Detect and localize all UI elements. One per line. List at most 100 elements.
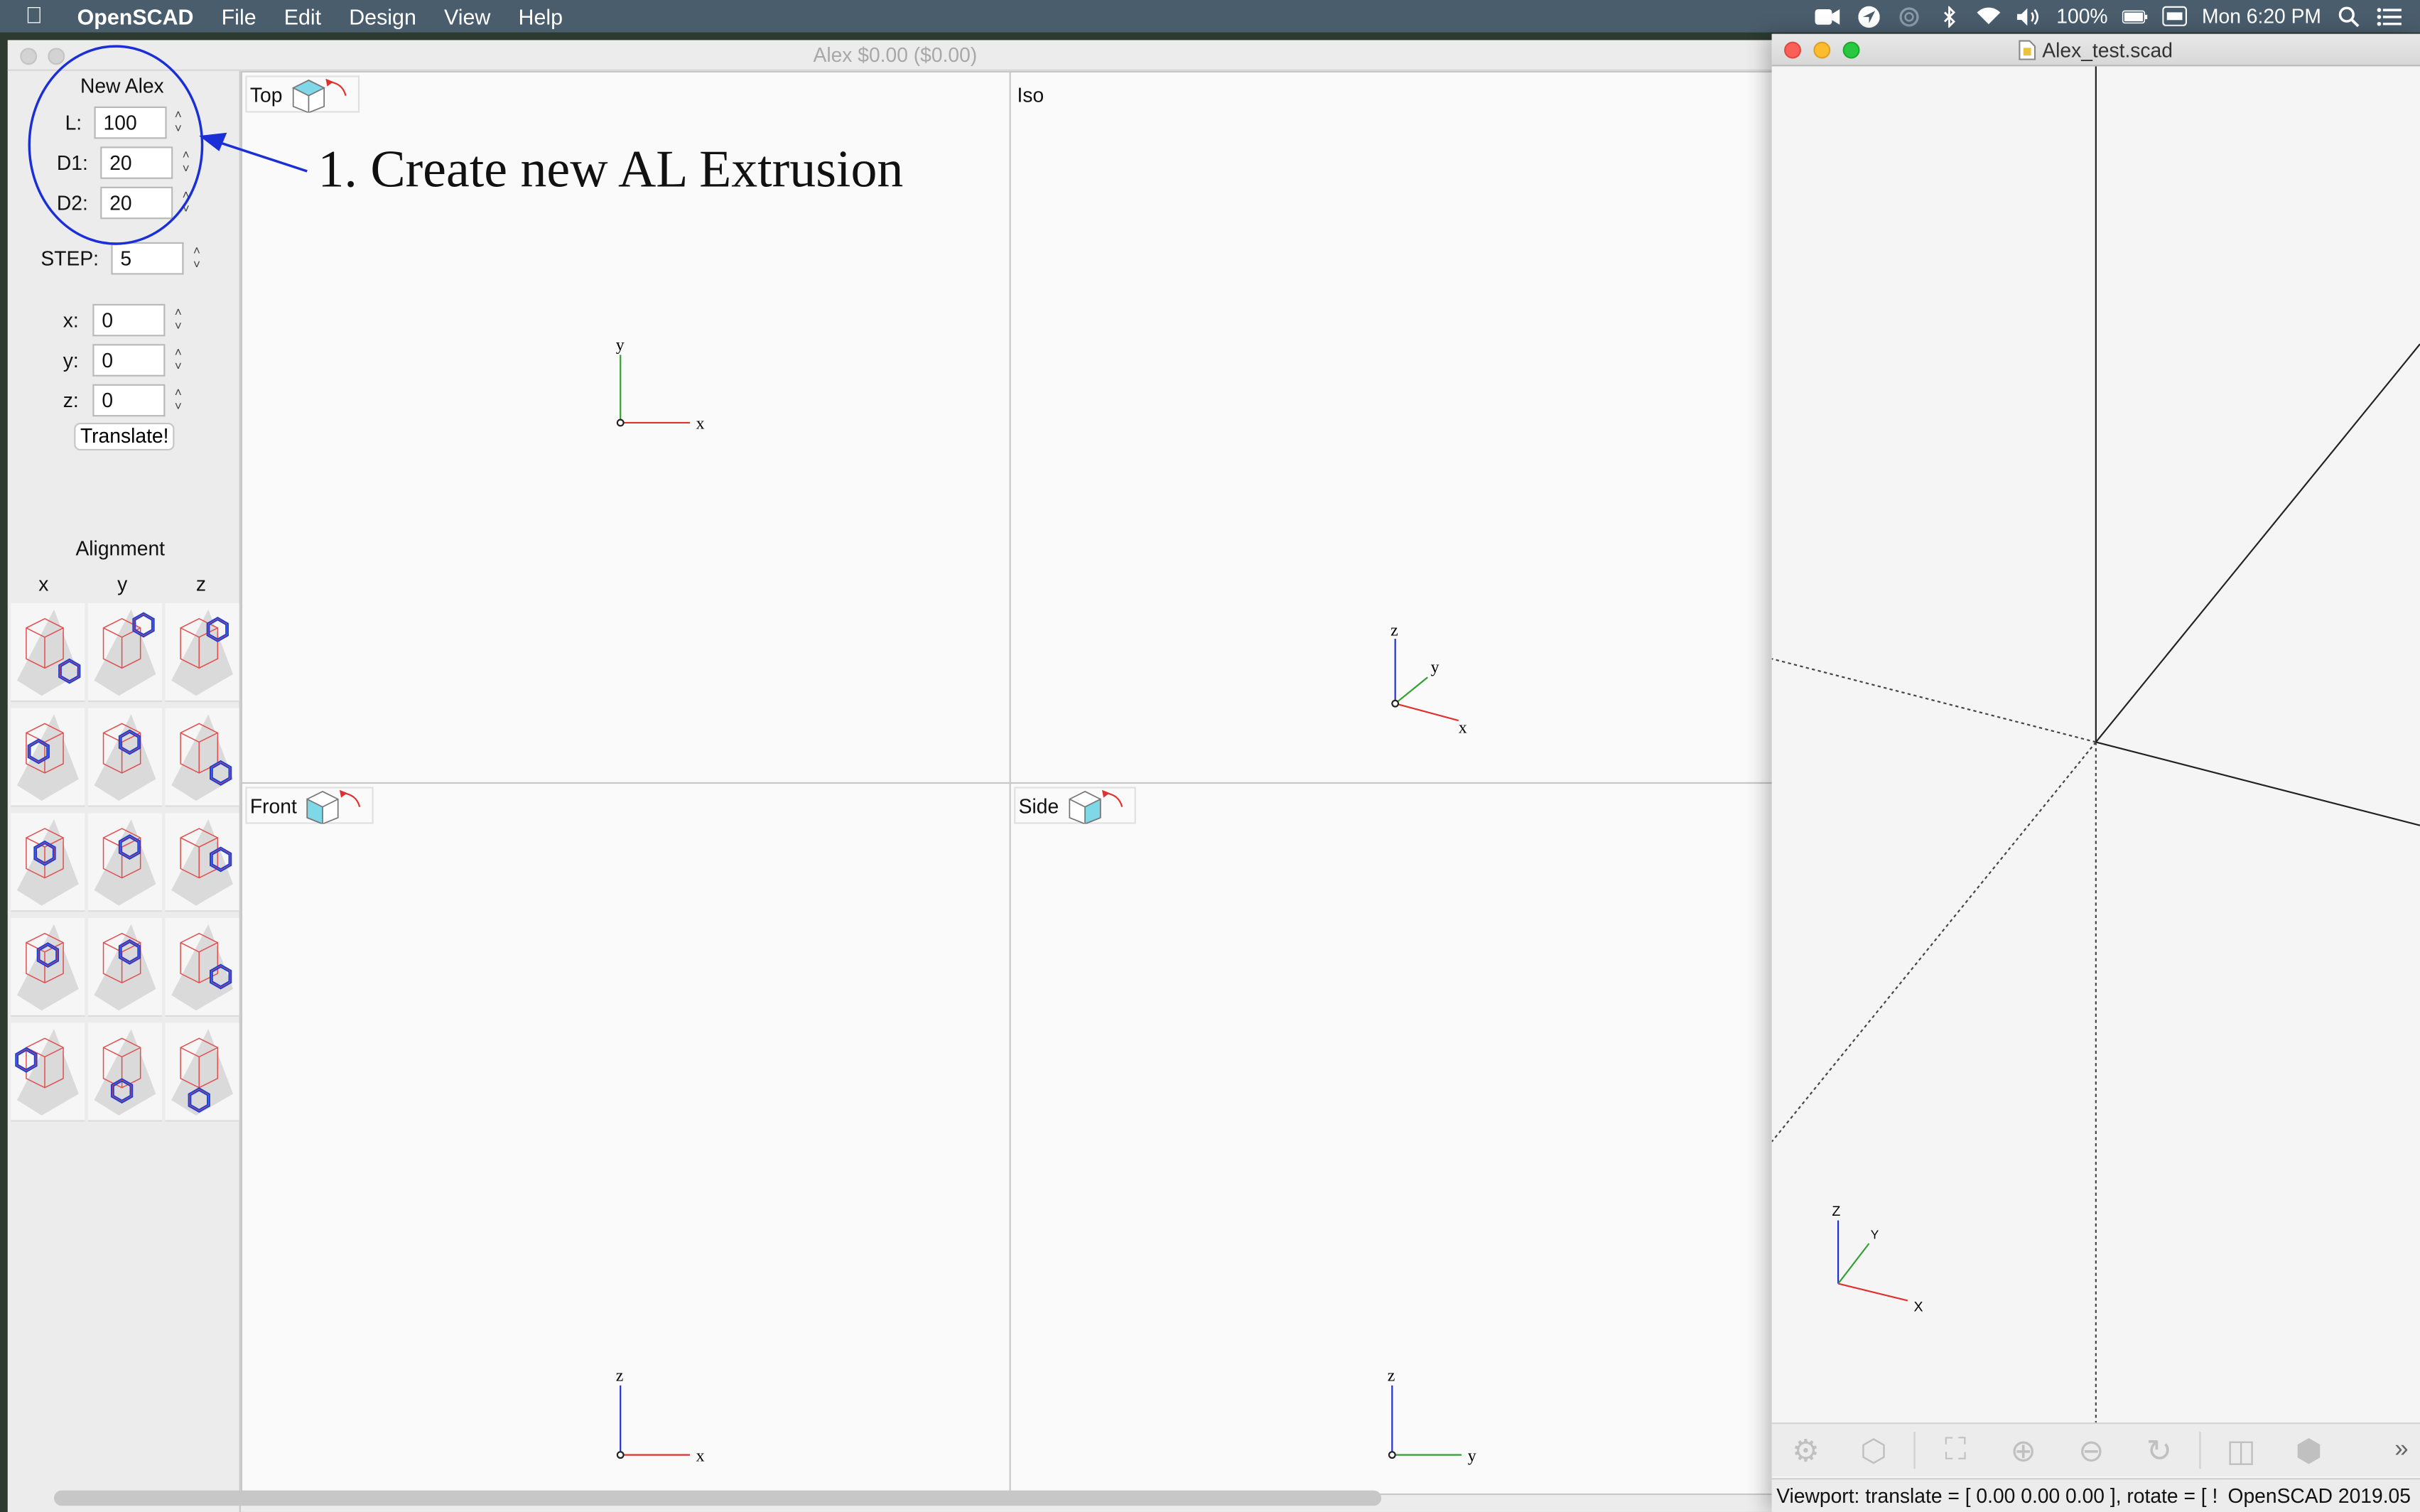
scad-toolbar: ⚙ ⬡ ⛶ ⊕ ⊖ ↻ ◫ ⬢ »: [1771, 1422, 2420, 1477]
z-input[interactable]: [92, 384, 166, 417]
view-cube-icon[interactable]: [1064, 787, 1128, 824]
step-input[interactable]: [111, 242, 184, 275]
location-icon[interactable]: [1856, 5, 1882, 27]
battery-percent: 100%: [2056, 4, 2108, 28]
alignment-option-x-1[interactable]: [11, 603, 85, 702]
zoom-out-icon[interactable]: ⊖: [2078, 1434, 2105, 1469]
keyboard-icon[interactable]: [2162, 6, 2188, 27]
horizontal-scrollbar[interactable]: [54, 1490, 1382, 1506]
translate-button[interactable]: Translate!: [74, 422, 175, 451]
alignment-option-y-2[interactable]: [87, 708, 163, 807]
notification-center-icon[interactable]: [2375, 6, 2402, 27]
alignment-option-z-2[interactable]: [165, 708, 239, 807]
top-axis-y: y: [616, 336, 625, 355]
alignment-col-z: z: [195, 572, 206, 596]
side-axis-y: y: [1468, 1447, 1476, 1465]
render-icon[interactable]: ⬡: [1860, 1434, 1888, 1469]
orthogonal-icon[interactable]: ⬢: [2295, 1434, 2323, 1469]
annotation-text: 1. Create new AL Extrusion: [318, 141, 904, 200]
scad-window: Alex_test.scad Z Y X ⚙ ⬡ ⛶ ⊕: [1771, 33, 2420, 1512]
clock[interactable]: Mon 6:20 PM: [2202, 4, 2321, 28]
side-axes: z y: [1388, 1366, 1476, 1465]
minimize-button[interactable]: [48, 48, 65, 65]
l-input[interactable]: [94, 106, 167, 139]
d1-stepper[interactable]: ˄ ˅: [182, 148, 190, 176]
step-label: STEP:: [40, 247, 99, 270]
y-stepper[interactable]: ˄ ˅: [174, 345, 182, 374]
alignment-option-z-4[interactable]: [165, 917, 239, 1017]
alignment-option-x-2[interactable]: [11, 708, 85, 807]
viewport-front-label[interactable]: Front: [245, 787, 374, 824]
viewport-side[interactable]: Side z y: [1009, 782, 1776, 1496]
y-input[interactable]: [92, 344, 166, 377]
scad-axis-x: X: [1914, 1300, 1923, 1315]
d2-stepper[interactable]: ˄ ˅: [182, 188, 190, 216]
menu-view[interactable]: View: [444, 4, 491, 29]
alignment-option-x-5[interactable]: [11, 1022, 85, 1122]
iso-axis-x: x: [1459, 718, 1467, 737]
apple-icon[interactable]: : [0, 3, 68, 29]
viewport-front[interactable]: Front z x: [240, 782, 1011, 1496]
file-icon: [2019, 37, 2036, 70]
alignment-option-z-5[interactable]: [165, 1022, 239, 1122]
x-stepper[interactable]: ˄ ˅: [174, 305, 182, 334]
alex-titlebar[interactable]: Alex $0.00 ($0.00): [7, 40, 1783, 71]
alignment-option-y-5[interactable]: [87, 1022, 163, 1122]
view-cube-icon[interactable]: [287, 75, 352, 113]
battery-icon[interactable]: [2122, 6, 2148, 27]
menu-app[interactable]: OpenSCAD: [77, 4, 194, 29]
menu-edit[interactable]: Edit: [283, 4, 322, 29]
scad-status-bar: Viewport: translate = [ 0.00 0.00 0.00 ]…: [1771, 1478, 2420, 1512]
viewport-iso[interactable]: Iso z y x: [1009, 70, 1776, 784]
alignment-option-x-3[interactable]: [11, 813, 85, 912]
alignment-option-z-3[interactable]: [165, 813, 239, 912]
front-axis-x: x: [696, 1447, 705, 1465]
reset-view-icon[interactable]: ↻: [2146, 1434, 2173, 1469]
viewport-iso-label: Iso: [1014, 75, 1050, 113]
zoom-button[interactable]: [1842, 41, 1860, 59]
z-stepper[interactable]: ˄ ˅: [174, 385, 182, 414]
sync-icon[interactable]: [1896, 6, 1922, 27]
alignment-option-z-1[interactable]: [165, 603, 239, 702]
volume-icon[interactable]: [2016, 6, 2043, 27]
menu-help[interactable]: Help: [518, 4, 563, 29]
perspective-icon[interactable]: ◫: [2226, 1434, 2256, 1469]
viewport-side-label[interactable]: Side: [1014, 787, 1136, 824]
bluetooth-icon[interactable]: [1936, 5, 1962, 27]
scad-3d-view[interactable]: Z Y X: [1771, 66, 2420, 1423]
alignment-title: Alignment: [75, 536, 166, 561]
more-icon[interactable]: »: [2394, 1436, 2409, 1463]
search-icon[interactable]: [2335, 6, 2362, 27]
menu-design[interactable]: Design: [349, 4, 416, 29]
alignment-option-x-4[interactable]: [11, 917, 85, 1017]
menu-file[interactable]: File: [221, 4, 256, 29]
preview-icon[interactable]: ⚙: [1791, 1434, 1820, 1469]
alignment-option-y-1[interactable]: [87, 603, 163, 702]
viewport-iso-title: Iso: [1017, 82, 1044, 106]
scad-titlebar[interactable]: Alex_test.scad: [1771, 33, 2420, 70]
viewport-top[interactable]: Top y x 1. Create new AL Extrusion: [240, 70, 1011, 784]
d2-label: D2:: [56, 191, 88, 215]
alignment-col-x: x: [38, 572, 49, 596]
x-input[interactable]: [92, 303, 166, 337]
close-button[interactable]: [20, 48, 38, 65]
zoom-in-icon[interactable]: ⊕: [2010, 1434, 2036, 1469]
d1-input[interactable]: [100, 146, 173, 179]
viewport-top-label[interactable]: Top: [245, 75, 360, 113]
alignment-option-y-4[interactable]: [87, 917, 163, 1017]
view-all-icon[interactable]: ⛶: [1944, 1432, 1967, 1467]
viewport-top-title: Top: [249, 82, 283, 106]
minimize-button[interactable]: [1813, 41, 1831, 59]
camera-icon[interactable]: [1815, 6, 1842, 27]
l-stepper[interactable]: ˄ ˅: [174, 107, 182, 136]
wifi-icon[interactable]: [1976, 6, 2002, 27]
scad-axis-z: Z: [1832, 1204, 1840, 1219]
view-cube-icon[interactable]: [301, 787, 366, 824]
close-button[interactable]: [1784, 41, 1801, 59]
step-stepper[interactable]: ˄ ˅: [193, 244, 201, 272]
alignment-option-y-3[interactable]: [87, 813, 163, 912]
iso-axis-y: y: [1431, 659, 1439, 677]
d2-input[interactable]: [100, 186, 173, 220]
alex-window: Alex $0.00 ($0.00) New Alex L: ˄˅ D1: ˄˅…: [7, 40, 1783, 1512]
